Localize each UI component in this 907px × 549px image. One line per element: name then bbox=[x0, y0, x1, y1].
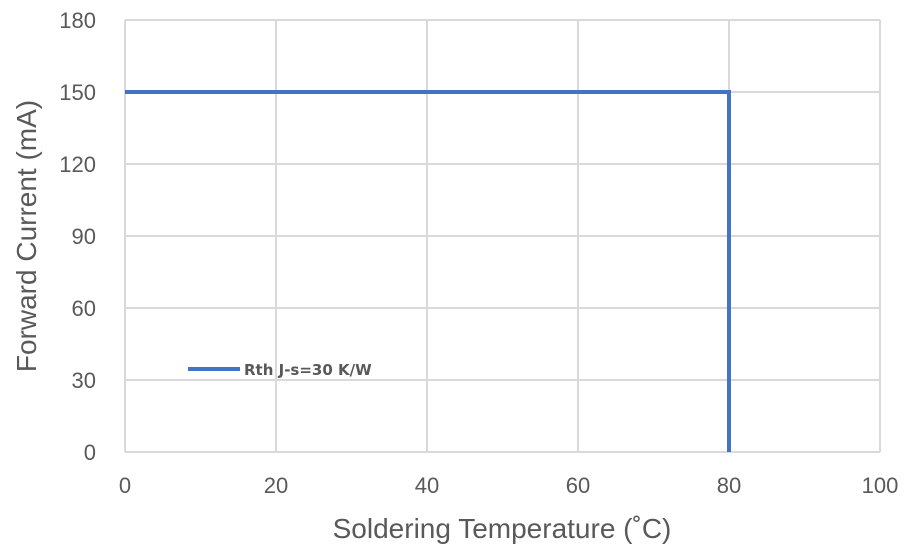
x-tick-label-100: 100 bbox=[862, 473, 899, 498]
series-layer bbox=[125, 90, 731, 452]
legend: Rth J-s=30 K/W bbox=[188, 361, 372, 379]
x-tick-label-60: 60 bbox=[566, 473, 590, 498]
x-axis-tick-labels: 0 20 40 60 80 100 bbox=[119, 473, 898, 498]
y-tick-label-0: 0 bbox=[84, 440, 96, 465]
legend-label: Rth J-s=30 K/W bbox=[244, 361, 372, 379]
series-line-0 bbox=[125, 90, 731, 452]
y-tick-label-180: 180 bbox=[59, 8, 96, 33]
x-tick-label-40: 40 bbox=[415, 473, 439, 498]
y-axis-title: Forward Current (mA) bbox=[11, 100, 42, 372]
x-tick-label-20: 20 bbox=[264, 473, 288, 498]
x-axis-title: Soldering Temperature (˚C) bbox=[333, 513, 672, 544]
x-tick-label-0: 0 bbox=[119, 473, 131, 498]
y-tick-label-30: 30 bbox=[72, 368, 96, 393]
y-tick-label-60: 60 bbox=[72, 296, 96, 321]
y-tick-label-150: 150 bbox=[59, 80, 96, 105]
y-axis-tick-labels: 0 30 60 90 120 150 180 bbox=[59, 8, 96, 465]
x-tick-label-80: 80 bbox=[717, 473, 741, 498]
y-tick-label-120: 120 bbox=[59, 152, 96, 177]
y-tick-label-90: 90 bbox=[72, 224, 96, 249]
